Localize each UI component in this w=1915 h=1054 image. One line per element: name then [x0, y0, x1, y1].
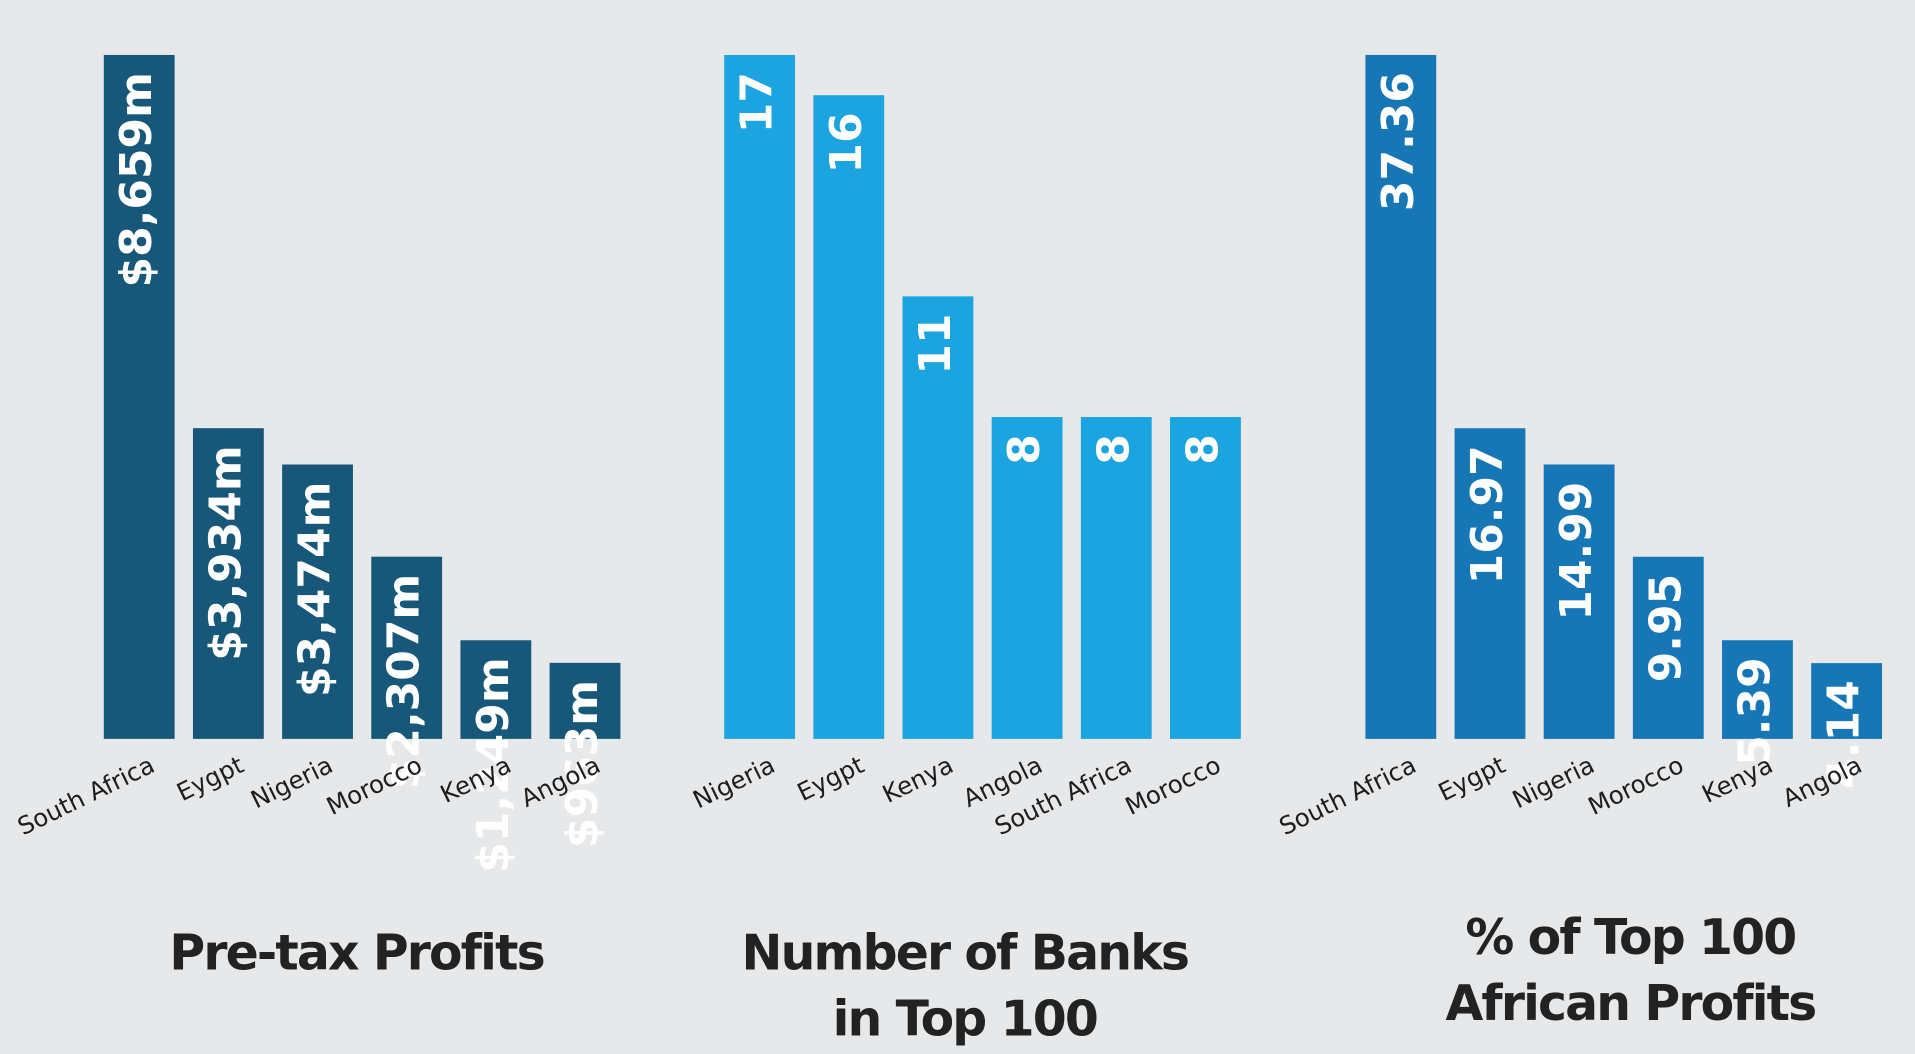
bar — [813, 95, 885, 739]
value-label: 37.36 — [1373, 72, 1424, 211]
bar — [192, 428, 264, 739]
chart-title: in Top 100 — [833, 991, 1098, 1048]
bar — [1632, 556, 1704, 739]
value-label: 11 — [910, 313, 961, 374]
value-label: 16 — [821, 112, 872, 173]
chart-title: Number of Banks — [742, 925, 1189, 982]
value-label: $3,474m — [290, 482, 341, 697]
bar — [1080, 417, 1152, 739]
bar — [103, 54, 175, 739]
bar — [1170, 417, 1241, 739]
chart-title: Pre-tax Profits — [169, 925, 543, 982]
bar — [1722, 640, 1793, 739]
value-label: $8,659m — [111, 72, 162, 287]
chart-title: African Profits — [1445, 975, 1815, 1032]
value-label: 4.14 — [1819, 680, 1870, 788]
value-label: $2,307m — [379, 574, 430, 789]
bar — [549, 662, 621, 739]
bar — [1454, 428, 1526, 739]
value-label: 8 — [1088, 434, 1139, 465]
bar — [902, 296, 974, 739]
value-label: 5.39 — [1729, 657, 1780, 765]
value-label: 9.95 — [1640, 574, 1691, 682]
value-label: $1,249m — [468, 657, 519, 872]
bar — [1811, 663, 1883, 739]
value-label: 8 — [999, 434, 1050, 465]
value-label: $3,934m — [200, 445, 251, 660]
bar — [282, 464, 353, 739]
bar — [1365, 54, 1437, 739]
value-label: 16.97 — [1462, 445, 1513, 584]
chart-title: % of Top 100 — [1465, 909, 1795, 966]
bar — [991, 417, 1063, 739]
bar — [724, 54, 796, 739]
value-label: $963m — [557, 680, 608, 848]
value-label: 8 — [1177, 434, 1228, 465]
value-label: 17 — [732, 72, 783, 133]
value-label: 14.99 — [1551, 482, 1602, 621]
bar — [1543, 464, 1615, 739]
bar — [371, 556, 443, 739]
bar — [460, 640, 532, 739]
